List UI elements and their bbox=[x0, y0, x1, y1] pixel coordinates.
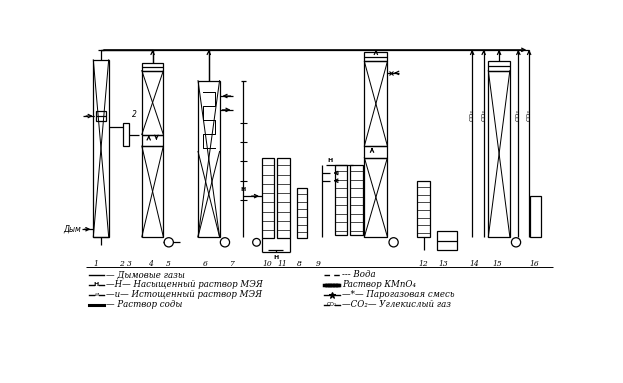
Text: —и— Истощенный раствор МЭЯ: —и— Истощенный раствор МЭЯ bbox=[107, 290, 262, 299]
Bar bbox=[364, 158, 388, 237]
Bar bbox=[530, 196, 541, 237]
Text: 2: 2 bbox=[132, 110, 136, 119]
Bar bbox=[123, 123, 129, 146]
Text: CO₂: CO₂ bbox=[516, 109, 521, 121]
Bar bbox=[95, 111, 107, 121]
Text: 7: 7 bbox=[229, 260, 234, 268]
Text: 9: 9 bbox=[316, 260, 321, 268]
Text: 10: 10 bbox=[262, 260, 272, 268]
Bar bbox=[142, 146, 163, 237]
Bar bbox=[297, 188, 307, 239]
Text: 4: 4 bbox=[148, 260, 153, 268]
Text: CO₂: CO₂ bbox=[327, 302, 337, 307]
Text: 8: 8 bbox=[297, 260, 302, 268]
Text: и: и bbox=[94, 292, 98, 297]
Text: 3: 3 bbox=[127, 260, 132, 268]
Text: 11: 11 bbox=[278, 260, 288, 268]
Bar bbox=[364, 61, 388, 146]
Text: 5: 5 bbox=[166, 260, 171, 268]
Text: — Раствор соды: — Раствор соды bbox=[107, 300, 183, 309]
Text: 6: 6 bbox=[202, 260, 207, 268]
Bar bbox=[277, 158, 290, 239]
Bar bbox=[142, 70, 163, 134]
Text: —CO₂— Углекислый газ: —CO₂— Углекислый газ bbox=[342, 300, 451, 309]
Bar bbox=[351, 165, 363, 235]
Text: Н: Н bbox=[93, 282, 99, 287]
Text: 16: 16 bbox=[530, 260, 540, 268]
Text: 2: 2 bbox=[120, 260, 124, 268]
Text: Дым: Дым bbox=[63, 225, 81, 234]
Text: Раствор КМпО₄: Раствор КМпО₄ bbox=[342, 280, 416, 289]
Bar bbox=[93, 60, 108, 237]
Text: CO₂: CO₂ bbox=[470, 109, 475, 121]
Text: 12: 12 bbox=[419, 260, 429, 268]
Text: —*— Парогазовая смесь: —*— Парогазовая смесь bbox=[342, 290, 455, 299]
Text: 14: 14 bbox=[470, 260, 479, 268]
Text: --- Вода: --- Вода bbox=[342, 270, 376, 279]
Text: 15: 15 bbox=[493, 260, 502, 268]
Text: Н: Н bbox=[327, 158, 332, 163]
Text: 1: 1 bbox=[94, 260, 99, 268]
Text: Н: Н bbox=[241, 187, 246, 192]
Bar bbox=[364, 146, 388, 158]
Bar bbox=[488, 61, 510, 70]
Text: CO₂: CO₂ bbox=[526, 109, 531, 121]
Text: — Дымовые газы: — Дымовые газы bbox=[107, 270, 185, 279]
Bar bbox=[198, 80, 219, 237]
Bar bbox=[335, 165, 348, 235]
Bar bbox=[142, 63, 163, 70]
Bar bbox=[437, 231, 457, 250]
Bar bbox=[417, 181, 430, 237]
Bar bbox=[262, 158, 274, 239]
Text: —Н— Насыщенный раствор МЭЯ: —Н— Насыщенный раствор МЭЯ bbox=[107, 280, 264, 289]
Text: 13: 13 bbox=[439, 260, 449, 268]
Bar bbox=[488, 70, 510, 237]
Text: CO₂: CO₂ bbox=[481, 109, 486, 121]
Bar bbox=[142, 134, 163, 146]
Bar bbox=[364, 52, 388, 61]
Text: Н: Н bbox=[273, 255, 278, 260]
